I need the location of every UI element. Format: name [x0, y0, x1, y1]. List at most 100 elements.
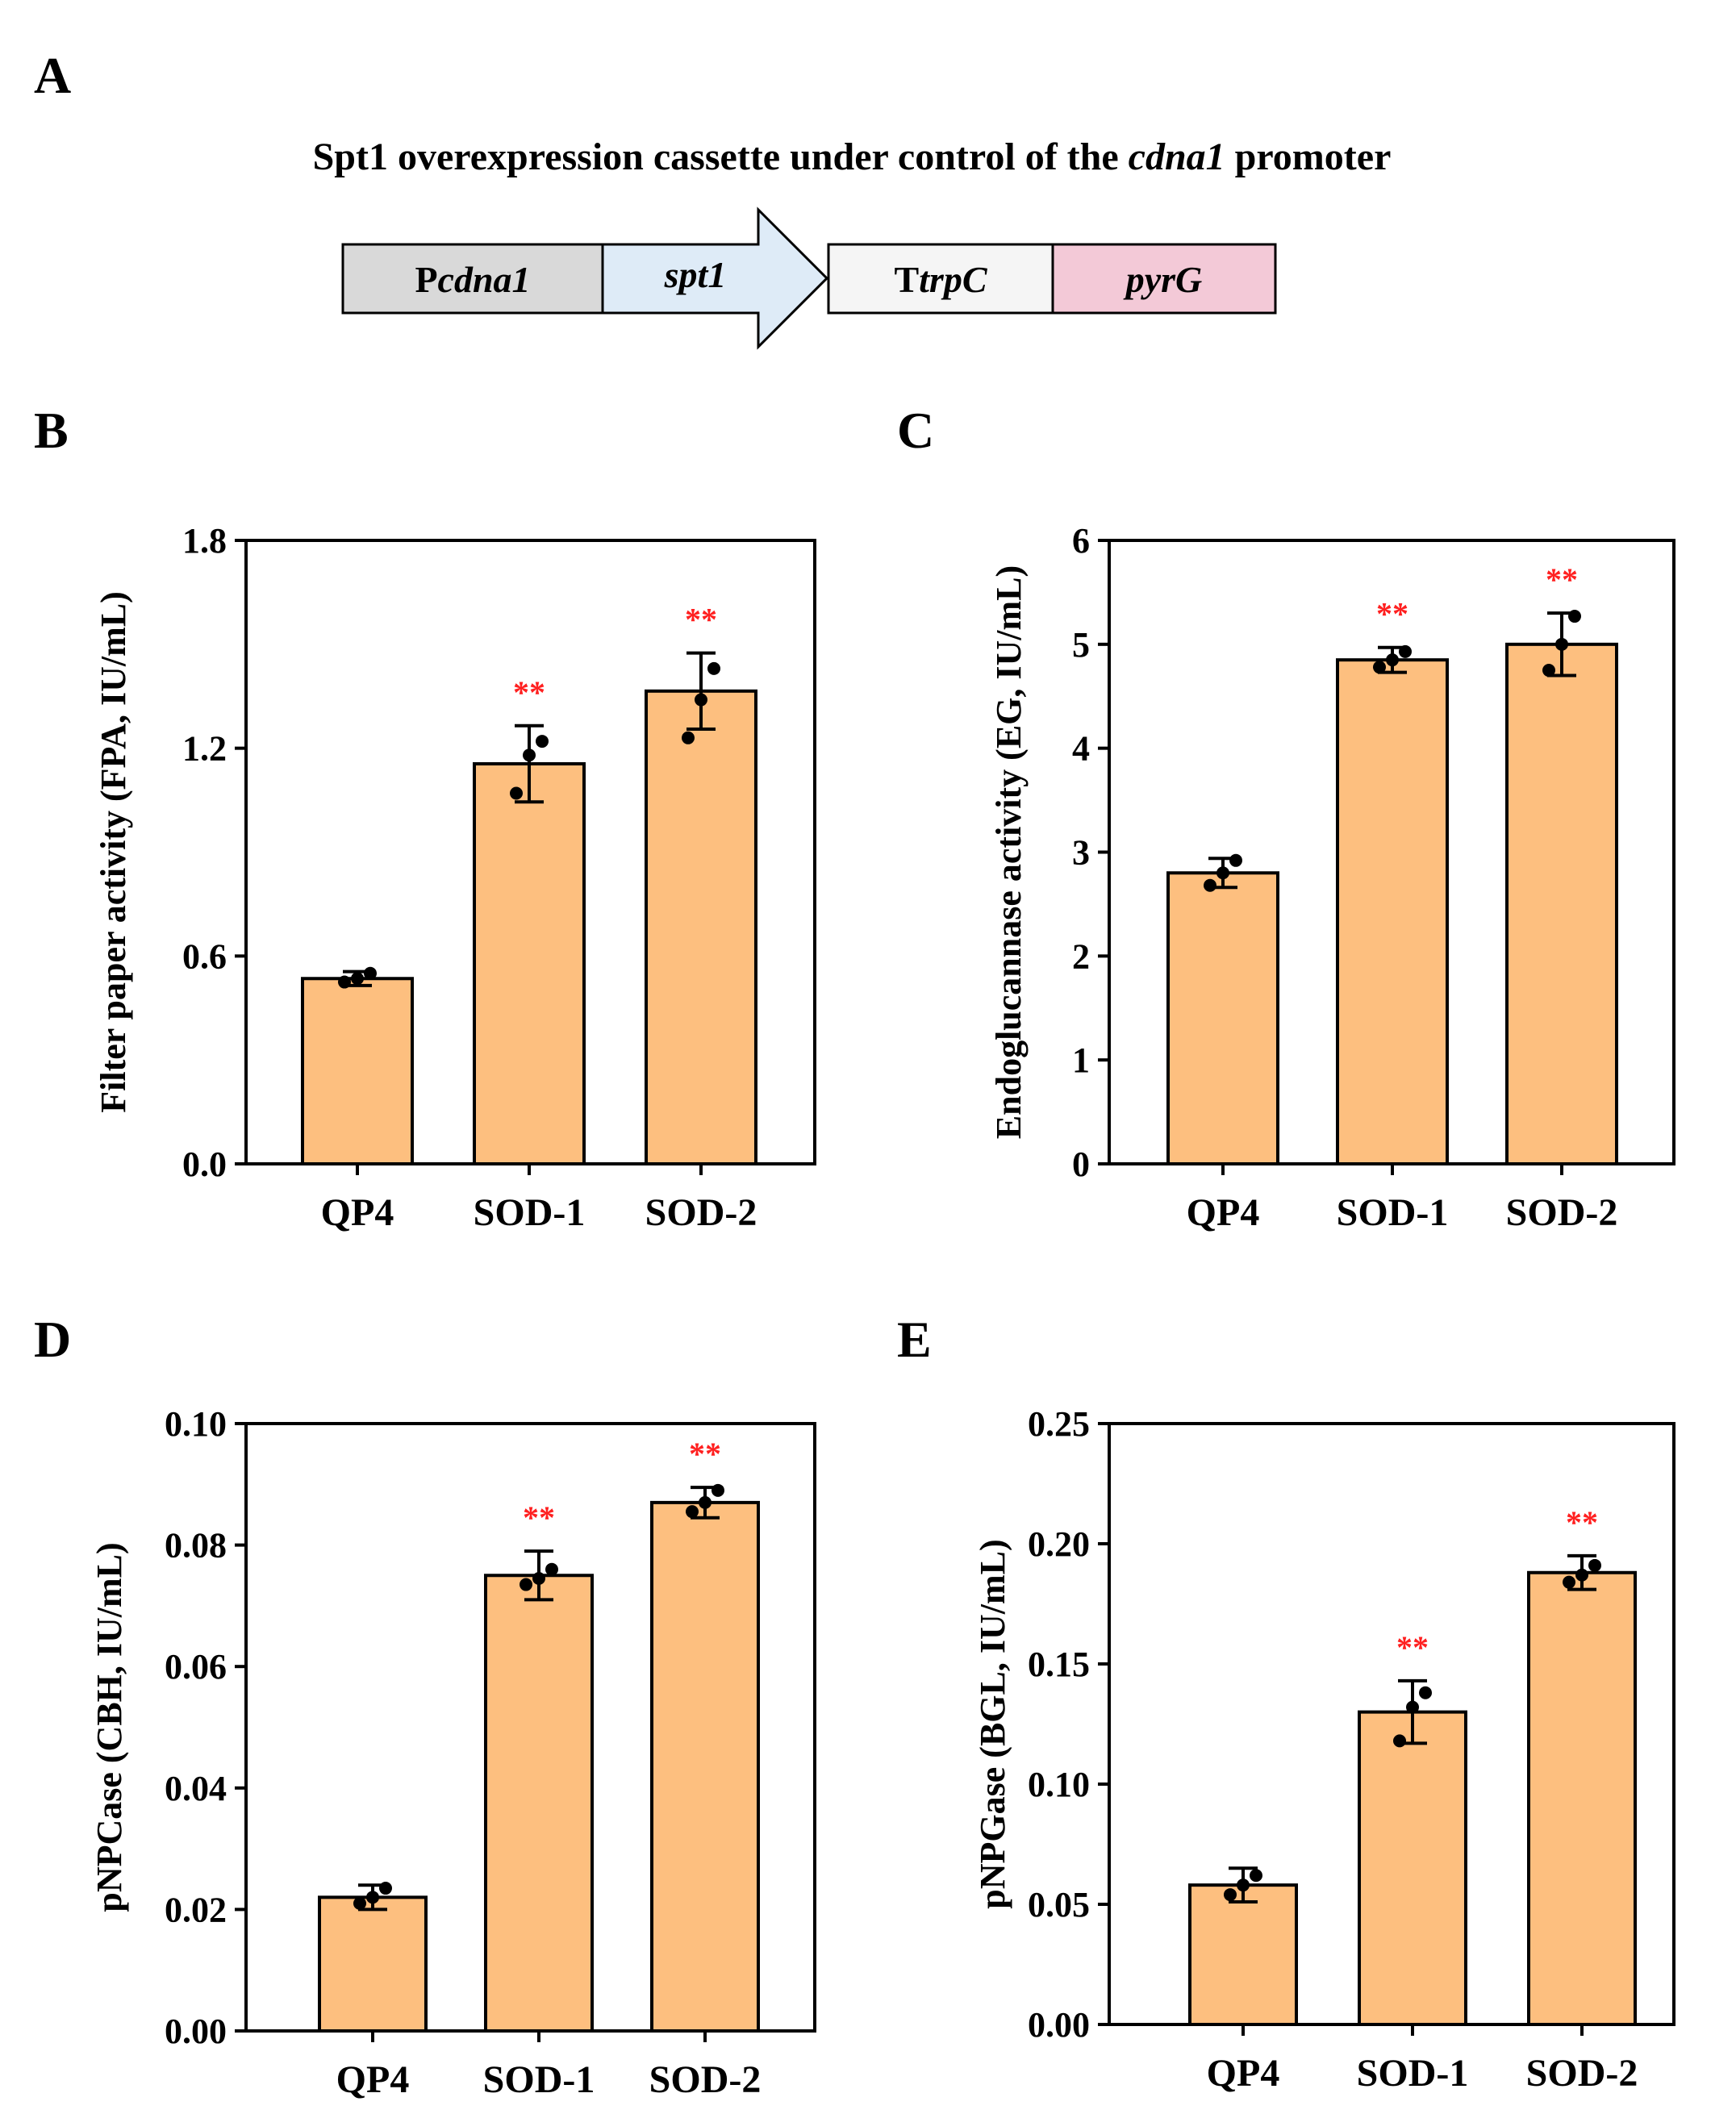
x-tick-label-c-2: SOD-1 [1337, 1191, 1449, 1234]
panel-label-a: A [34, 47, 71, 104]
data-point-e-3-1 [1563, 1575, 1575, 1589]
y-axis-title-d: pNPCase (CBH, IU/mL) [90, 1542, 129, 1912]
data-point-b-1-3 [364, 966, 377, 980]
bar-d-3 [650, 1500, 760, 2033]
significance-marker-b-2: ** [513, 674, 545, 711]
data-point-b-3-3 [707, 661, 720, 675]
data-point-e-2-1 [1393, 1734, 1406, 1748]
y-tick-label-c-2: 2 [1072, 936, 1090, 976]
y-tick-label-e-2: 0.10 [1028, 1765, 1090, 1804]
bar-charts: ** ** 0.0 0.6 1.2 1.8 QP4 SOD-1 SOD-2 Filter pape… [90, 521, 1675, 2101]
data-point-b-2-1 [510, 786, 523, 800]
segment-pcdna1 [341, 243, 604, 315]
x-tick-label-e-1: QP4 [1207, 2052, 1280, 2095]
data-point-c-1-3 [1229, 853, 1242, 867]
y-tick-label-d-0: 0.00 [165, 2012, 227, 2051]
data-point-c-1-1 [1204, 878, 1216, 892]
bar-d-1 [318, 1895, 428, 2033]
y-tick-label-b-3: 1.8 [182, 521, 227, 561]
panel-label-e: E [897, 1311, 932, 1368]
cassette-schematic: Pcdna1 spt1 TtrpC pyrG [341, 206, 1277, 350]
y-axis-title-c: Endoglucannase activity (EG, IU/mL) [989, 565, 1029, 1139]
significance-marker-c-3: ** [1546, 561, 1578, 598]
data-point-d-2-3 [545, 1562, 558, 1576]
y-tick-label-e-1: 0.05 [1028, 1885, 1090, 1924]
plot-frame-e [1108, 1422, 1675, 2026]
x-tick-label-c-1: QP4 [1187, 1191, 1260, 1234]
data-point-b-2-3 [536, 735, 549, 748]
segment-pcdna1-label: Pcdna1 [415, 259, 530, 300]
y-tick-label-e-4: 0.20 [1028, 1524, 1090, 1564]
y-tick-label-c-3: 3 [1072, 833, 1090, 873]
data-point-d-2-1 [520, 1578, 532, 1591]
data-point-c-2-3 [1399, 644, 1412, 658]
data-point-c-3-1 [1542, 664, 1555, 678]
bar-b-3 [645, 689, 757, 1165]
panel-label-d: D [34, 1311, 71, 1368]
bar-c-1 [1166, 871, 1279, 1166]
y-tick-label-c-5: 5 [1072, 625, 1090, 665]
y-tick-label-e-3: 0.15 [1028, 1645, 1090, 1684]
data-point-b-1-2 [351, 972, 364, 986]
bar-c-3 [1505, 642, 1618, 1165]
data-point-d-1-2 [366, 1891, 379, 1904]
x-tick-label-b-3: SOD-2 [645, 1191, 757, 1234]
data-point-d-2-2 [532, 1572, 545, 1586]
y-tick-label-d-3: 0.06 [165, 1647, 227, 1687]
chart-b: ** ** 0.0 0.6 1.2 1.8 QP4 SOD-1 SOD-2 Filter pape… [94, 521, 816, 1234]
x-tick-label-b-2: SOD-1 [474, 1191, 586, 1234]
y-tick-label-d-2: 0.04 [165, 1769, 227, 1808]
data-point-d-3-3 [712, 1483, 724, 1497]
data-point-d-1-1 [353, 1896, 366, 1910]
segment-pyrg-label: pyrG [1123, 259, 1203, 300]
significance-marker-c-2: ** [1376, 596, 1408, 632]
y-tick-label-c-6: 6 [1072, 521, 1090, 561]
x-tick-label-d-1: QP4 [336, 2058, 410, 2101]
schematic-title-italic: cdna1 [1129, 136, 1225, 178]
schematic-title: Spt1 overexpression cassette under contr… [313, 136, 1392, 178]
y-tick-label-b-1: 0.6 [182, 936, 227, 976]
y-axis-title-b: Filter paper activity (FPA, IU/mL) [94, 591, 133, 1112]
segment-ttrpc-label: TtrpC [894, 259, 987, 300]
chart-e: ** ** 0.00 0.05 0.10 0.15 0.20 0.25 QP4 SOD-1 SOD-… [973, 1404, 1675, 2095]
data-point-e-2-3 [1419, 1686, 1432, 1699]
bar-c-2 [1336, 658, 1449, 1165]
y-tick-label-d-1: 0.02 [165, 1890, 227, 1929]
data-point-c-3-2 [1555, 637, 1568, 651]
segment-pyrg [1051, 243, 1277, 315]
y-tick-label-c-0: 0 [1072, 1145, 1090, 1184]
data-point-e-1-3 [1250, 1869, 1262, 1883]
data-point-e-2-2 [1406, 1700, 1419, 1714]
x-tick-label-e-2: SOD-1 [1357, 2052, 1469, 2095]
data-point-e-3-2 [1575, 1568, 1588, 1582]
x-tick-label-c-3: SOD-2 [1506, 1191, 1618, 1234]
significance-marker-d-2: ** [523, 1499, 555, 1536]
significance-marker-b-3: ** [685, 602, 717, 638]
data-point-d-1-3 [379, 1882, 392, 1895]
schematic-title-suffix: promoter [1225, 136, 1392, 178]
bar-d-2 [484, 1574, 594, 2033]
panel-label-c: C [897, 402, 934, 459]
data-point-e-1-1 [1224, 1888, 1237, 1902]
plot-frame-d [244, 1422, 816, 2033]
x-tick-label-d-2: SOD-1 [483, 2058, 595, 2101]
data-point-d-3-1 [686, 1505, 699, 1519]
significance-marker-e-3: ** [1566, 1504, 1598, 1541]
y-axis-title-e: pNPGase (BGL, IU/mL) [973, 1539, 1012, 1908]
panel-label-b: B [34, 402, 69, 459]
chart-d: ** ** 0.00 0.02 0.04 0.06 0.08 0.10 QP4 SOD-1 SOD-… [90, 1404, 816, 2101]
y-tick-label-d-5: 0.10 [165, 1404, 227, 1444]
bar-b-2 [473, 761, 586, 1165]
significance-marker-e-2: ** [1396, 1629, 1429, 1666]
schematic-title-prefix: Spt1 overexpression cassette under contr… [313, 136, 1129, 178]
data-point-c-1-2 [1216, 866, 1229, 880]
x-tick-label-b-1: QP4 [321, 1191, 394, 1234]
segment-spt1-arrow [601, 206, 829, 350]
significance-marker-d-3: ** [689, 1436, 721, 1472]
y-tick-label-c-4: 4 [1072, 729, 1090, 769]
y-tick-label-d-4: 0.08 [165, 1526, 227, 1566]
x-tick-label-e-3: SOD-2 [1526, 2052, 1638, 2095]
data-point-e-1-2 [1237, 1878, 1250, 1892]
data-point-c-2-2 [1386, 653, 1399, 667]
